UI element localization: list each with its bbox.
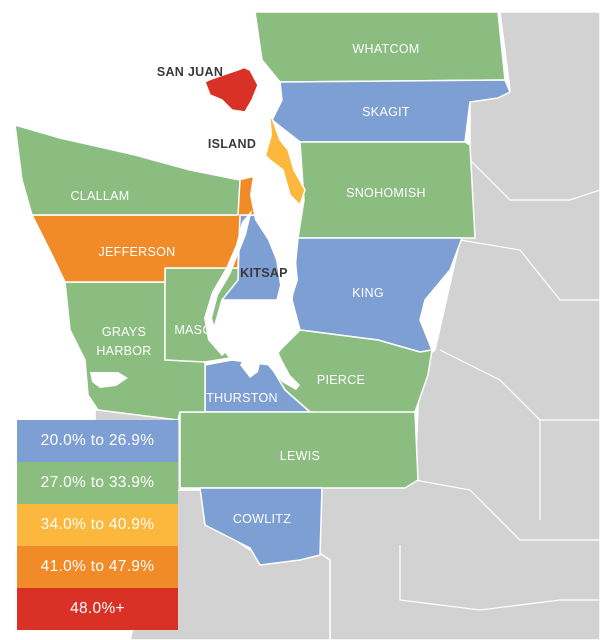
label-pierce: PIERCE xyxy=(317,373,365,387)
label-grays-harbor-line1: GRAYS xyxy=(102,325,146,339)
water-strait xyxy=(15,12,262,180)
water-grays-harbor xyxy=(90,372,128,388)
legend-item-34-40: 34.0% to 40.9% xyxy=(17,504,178,546)
label-lewis: LEWIS xyxy=(280,449,320,463)
gray-county-lines xyxy=(399,159,600,611)
label-kitsap: KITSAP xyxy=(240,266,288,280)
label-skagit: SKAGIT xyxy=(362,105,410,119)
gray-line-3 xyxy=(439,349,600,421)
legend-item-20-26: 20.0% to 26.9% xyxy=(17,420,178,462)
county-lewis[interactable] xyxy=(179,411,419,489)
label-clallam: CLALLAM xyxy=(70,189,129,203)
label-king: KING xyxy=(352,286,384,300)
label-jefferson: JEFFERSON xyxy=(98,245,175,259)
county-labels: WHATCOM SAN JUAN SKAGIT ISLAND CLALLAM S… xyxy=(70,42,425,526)
puget-sound xyxy=(15,12,300,390)
label-island: ISLAND xyxy=(208,137,256,151)
legend: 20.0% to 26.9% 27.0% to 33.9% 34.0% to 4… xyxy=(17,420,178,630)
label-mason: MASON xyxy=(174,323,221,337)
county-skagit[interactable] xyxy=(271,79,511,143)
legend-label: 34.0% to 40.9% xyxy=(40,516,155,533)
label-san-juan: SAN JUAN xyxy=(157,65,223,79)
legend-item-27-33: 27.0% to 33.9% xyxy=(17,462,178,504)
county-cowlitz[interactable] xyxy=(199,487,323,566)
legend-item-48-plus: 48.0%+ xyxy=(17,588,178,630)
label-grays-harbor-line2: HARBOR xyxy=(96,344,151,358)
label-cowlitz: COWLITZ xyxy=(233,512,291,526)
gray-line-5 xyxy=(399,545,600,611)
water-sound-main xyxy=(240,100,298,378)
legend-label: 27.0% to 33.9% xyxy=(40,474,155,491)
water-southsound xyxy=(258,335,300,390)
county-snohomish[interactable] xyxy=(297,141,476,239)
legend-label: 41.0% to 47.9% xyxy=(40,558,155,575)
legend-label: 48.0%+ xyxy=(70,600,125,617)
gray-line-2 xyxy=(459,239,600,301)
label-snohomish: SNOHOMISH xyxy=(346,186,426,200)
label-thurston: THURSTON xyxy=(206,391,278,405)
legend-label: 20.0% to 26.9% xyxy=(40,432,155,449)
water-hood-canal xyxy=(204,210,252,356)
legend-item-41-47: 41.0% to 47.9% xyxy=(17,546,178,588)
gray-line-4 xyxy=(414,479,600,541)
label-whatcom: WHATCOM xyxy=(352,42,419,56)
gray-line-1 xyxy=(469,159,600,201)
